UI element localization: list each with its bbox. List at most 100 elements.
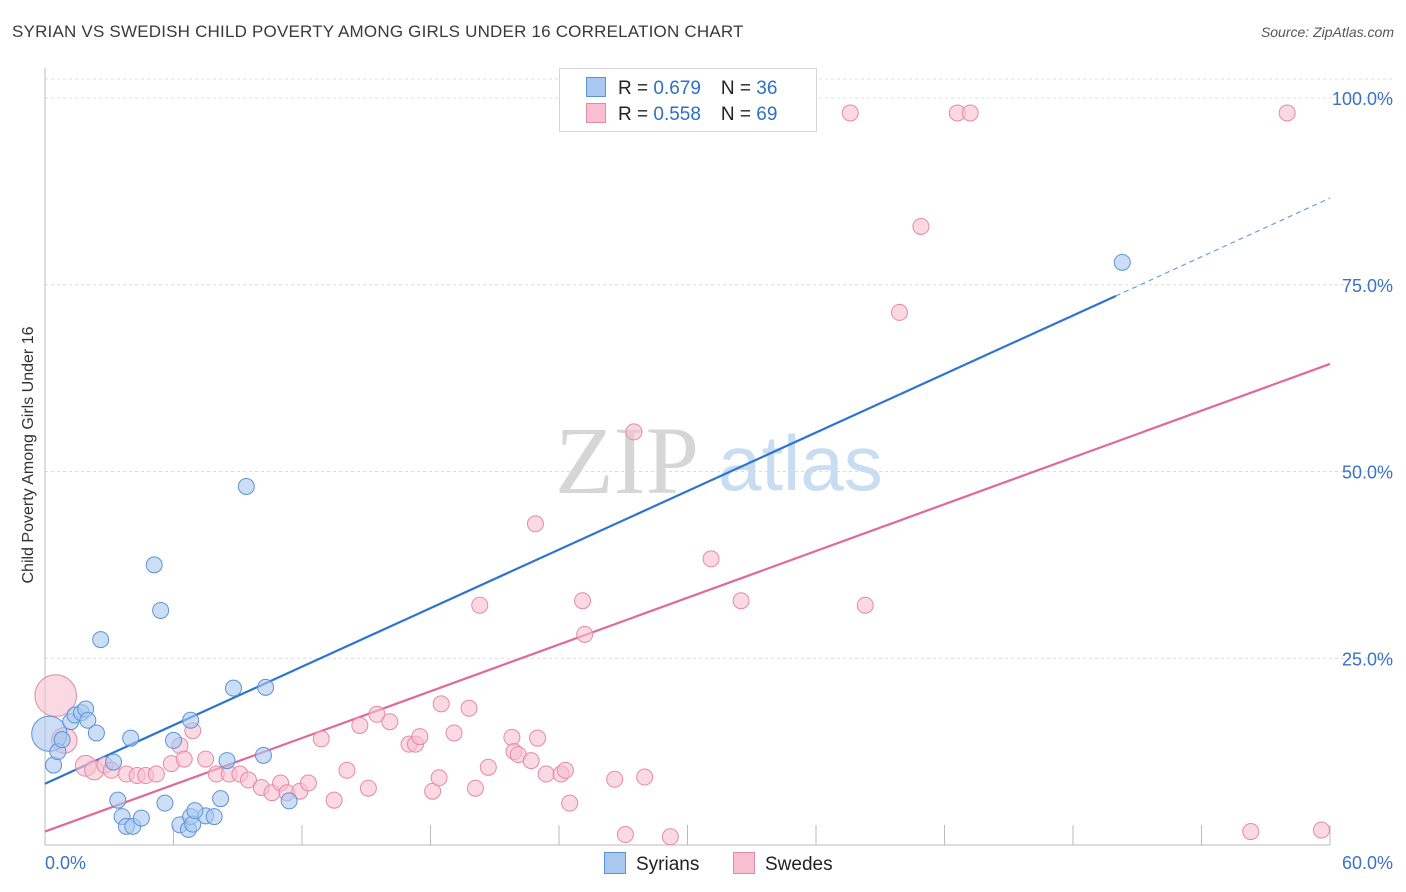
syrians-point bbox=[105, 753, 123, 771]
swedes-point bbox=[891, 303, 909, 321]
syrians-point bbox=[132, 809, 150, 827]
syrians-point bbox=[280, 792, 298, 810]
source-label: Source: ZipAtlas.com bbox=[1260, 24, 1394, 40]
swedes-point bbox=[1312, 821, 1330, 839]
swedes-point bbox=[1242, 823, 1260, 841]
legend-row-swedes: R = 0.558 N = 69 bbox=[586, 103, 777, 127]
swedes-point bbox=[197, 750, 215, 768]
swedes-point bbox=[479, 758, 497, 776]
swedes-point bbox=[961, 104, 979, 122]
watermark-zip: ZIP bbox=[555, 407, 699, 514]
swedes-point bbox=[636, 768, 654, 786]
swedes-point bbox=[460, 699, 478, 717]
swedes-point bbox=[556, 761, 574, 779]
swedes-point bbox=[561, 794, 579, 812]
swedes-point bbox=[430, 769, 448, 787]
syrians-point bbox=[186, 802, 204, 820]
syrians-trend-extension bbox=[1115, 197, 1331, 297]
syrians-point bbox=[152, 601, 170, 619]
bottom-legend-swedes: Swedes bbox=[733, 852, 833, 876]
tick-labels: 25.0% 50.0% 75.0% 100.0% 0.0% 60.0% bbox=[45, 89, 1393, 873]
swedes-point bbox=[381, 713, 399, 731]
syrians-point bbox=[79, 711, 97, 729]
legend-n-label: N = bbox=[720, 78, 757, 99]
swedes-point bbox=[471, 596, 489, 614]
syrians-point bbox=[205, 808, 223, 826]
syrians-point bbox=[92, 631, 110, 649]
swedes-point bbox=[175, 750, 193, 768]
watermark-atlas: atlas bbox=[718, 419, 883, 507]
swedes-point bbox=[732, 592, 750, 610]
legend-label-swedes: Swedes bbox=[765, 854, 833, 875]
x-tick-label: 60.0% bbox=[1342, 853, 1393, 873]
axes bbox=[44, 68, 1331, 846]
legend-n-label: N = bbox=[720, 104, 757, 125]
swedes-swatch bbox=[586, 103, 606, 123]
swedes-point bbox=[432, 695, 450, 713]
swedes-point bbox=[411, 728, 429, 746]
y-tick-label: 25.0% bbox=[1342, 649, 1393, 669]
legend-r-value: 0.558 bbox=[653, 104, 701, 125]
swedes-point bbox=[466, 779, 484, 797]
swedes-point bbox=[368, 705, 386, 723]
swedes-point bbox=[616, 826, 634, 844]
swedes-point bbox=[312, 730, 330, 748]
swedes-point bbox=[503, 728, 521, 746]
swedes-swatch bbox=[733, 852, 755, 874]
swedes-point bbox=[856, 596, 874, 614]
swedes-point bbox=[34, 674, 78, 717]
swedes-point bbox=[702, 550, 720, 568]
syrians-point bbox=[156, 794, 174, 812]
trend-lines bbox=[44, 197, 1331, 833]
legend-n-value: 36 bbox=[756, 78, 778, 99]
legend-r-label: R = bbox=[618, 104, 654, 125]
stats-legend: R = 0.679 N = 36 R = 0.558 N = 69 bbox=[559, 68, 817, 132]
syrians-point bbox=[218, 752, 236, 770]
swedes-point bbox=[537, 765, 555, 783]
y-tick-label: 100.0% bbox=[1332, 89, 1393, 109]
swedes-point bbox=[338, 761, 356, 779]
syrians-swatch bbox=[604, 852, 626, 874]
legend-label-syrians: Syrians bbox=[636, 854, 700, 875]
legend-r-value: 0.679 bbox=[653, 78, 701, 99]
syrians-point bbox=[53, 731, 71, 749]
x-tick-label: 0.0% bbox=[45, 853, 86, 873]
y-tick-label: 50.0% bbox=[1342, 463, 1393, 483]
syrians-point bbox=[109, 791, 127, 809]
swedes-point bbox=[299, 774, 317, 792]
swedes-point bbox=[529, 729, 547, 747]
gridlines bbox=[45, 78, 1395, 659]
swedes-point bbox=[522, 752, 540, 770]
swedes-point bbox=[661, 828, 679, 846]
swedes-point bbox=[526, 515, 544, 533]
swedes-point bbox=[625, 423, 643, 441]
y-axis-label: Child Poverty Among Girls Under 16 bbox=[20, 326, 37, 583]
swedes-point bbox=[239, 771, 257, 789]
watermark: ZIP atlas bbox=[555, 407, 883, 514]
legend-row-syrians: R = 0.679 N = 36 bbox=[586, 77, 777, 101]
syrians-point bbox=[122, 729, 140, 747]
swedes-point bbox=[576, 625, 594, 643]
swedes-point bbox=[606, 770, 624, 788]
syrians-point bbox=[224, 679, 242, 697]
syrians-point bbox=[145, 556, 163, 574]
syrians-point bbox=[237, 477, 255, 495]
syrians-trend-line bbox=[44, 294, 1117, 785]
syrians-point bbox=[212, 790, 230, 808]
legend-n-value: 69 bbox=[756, 104, 778, 125]
syrians-point bbox=[254, 746, 272, 764]
syrians-point bbox=[87, 724, 105, 742]
swedes-point bbox=[574, 592, 592, 610]
swedes-point bbox=[841, 104, 859, 122]
chart-title: SYRIAN VS SWEDISH CHILD POVERTY AMONG GI… bbox=[12, 22, 744, 41]
bottom-legend-syrians: Syrians bbox=[604, 852, 699, 876]
swedes-point bbox=[325, 791, 343, 809]
swedes-point bbox=[445, 724, 463, 742]
syrians-point bbox=[182, 711, 200, 729]
syrians-swatch bbox=[586, 77, 606, 97]
swedes-point bbox=[1278, 104, 1296, 122]
syrians-point bbox=[165, 731, 182, 749]
swedes-point bbox=[912, 217, 930, 235]
swedes-point bbox=[351, 716, 369, 734]
